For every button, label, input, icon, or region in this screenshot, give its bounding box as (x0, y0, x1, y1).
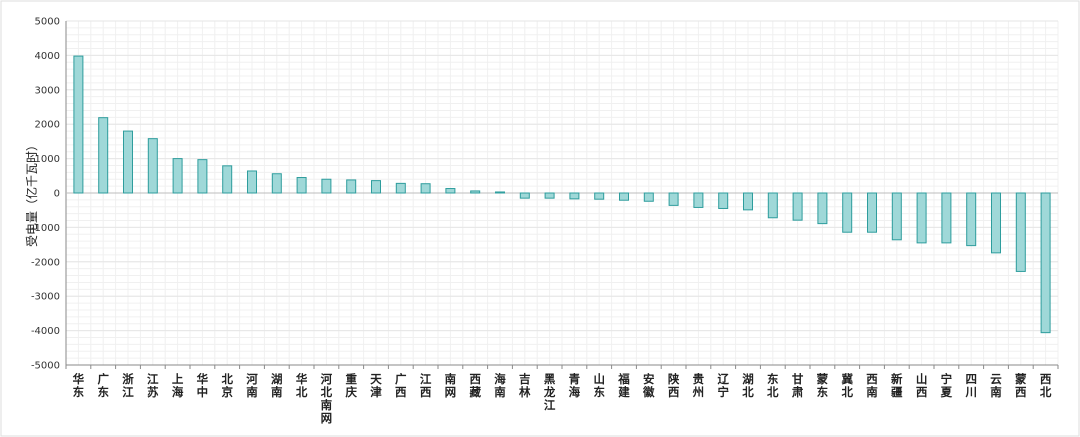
bar (346, 179, 357, 194)
x-category-label: 甘肃 (792, 372, 804, 399)
x-category-label: 河南 (246, 372, 258, 399)
x-category-label: 华北 (296, 372, 308, 399)
x-category-label: 蒙东 (817, 372, 829, 399)
x-category-label: 福建 (617, 372, 630, 399)
bar (395, 182, 406, 194)
bar (271, 173, 282, 194)
y-tick-label: 4000 (35, 51, 60, 62)
x-category-label: 广东 (97, 372, 109, 399)
x-category-label: 湖南 (271, 372, 283, 399)
x-category-label: 辽宁 (717, 372, 729, 399)
y-tick-label: 1000 (35, 154, 60, 165)
bar (569, 192, 580, 200)
x-category-label: 广西 (395, 372, 407, 399)
bar (172, 158, 183, 194)
x-category-label: 西藏 (469, 372, 481, 399)
bar (470, 190, 481, 194)
bar (445, 188, 456, 194)
bar (668, 192, 679, 206)
bar (693, 192, 704, 208)
x-category-label: 安徽 (642, 372, 655, 399)
bar (1040, 192, 1051, 334)
bar (842, 192, 853, 233)
x-category-label: 西北 (1040, 372, 1052, 399)
bar (371, 180, 381, 194)
bar (619, 192, 629, 201)
y-tick-label: -4000 (31, 326, 60, 337)
bar (420, 183, 431, 194)
bar (817, 192, 828, 225)
x-category-label: 冀北 (841, 372, 853, 399)
bar (222, 165, 233, 194)
bar (1015, 192, 1026, 272)
x-category-label: 黑龙江 (543, 372, 556, 412)
bar (147, 138, 158, 194)
bar (916, 192, 927, 244)
y-tick-label: 3000 (35, 85, 60, 96)
bar (73, 55, 84, 194)
bar (867, 192, 877, 233)
x-category-label: 华东 (73, 372, 85, 399)
x-category-label: 贵州 (692, 372, 705, 399)
x-category-label: 湖北 (742, 372, 754, 399)
bar (247, 170, 257, 194)
x-category-label: 江西 (420, 372, 432, 399)
x-category-label: 东北 (767, 372, 779, 399)
bar (891, 192, 902, 241)
bar (544, 192, 555, 199)
bar (197, 159, 208, 194)
bar (123, 130, 133, 194)
bar (718, 192, 729, 209)
x-category-label: 河北南网 (321, 372, 333, 425)
bar (792, 192, 803, 221)
bar (98, 117, 109, 194)
bar (519, 192, 530, 199)
x-category-label: 南网 (445, 372, 457, 399)
bars (73, 55, 1051, 334)
bar (321, 178, 332, 194)
x-category-label: 江苏 (147, 372, 159, 399)
x-category-label: 山西 (916, 372, 928, 399)
x-category-label: 天津 (370, 372, 382, 399)
y-tick-label: -1000 (31, 223, 60, 234)
bar (495, 191, 505, 194)
bar (991, 192, 1001, 254)
x-category-label: 上海 (172, 372, 184, 399)
y-axis-title: 受电量（亿千瓦时） (24, 139, 39, 247)
x-category-label: 海南 (494, 372, 506, 399)
bar (966, 192, 977, 247)
x-category-label: 重庆 (344, 372, 357, 399)
x-category-label: 云南 (990, 372, 1002, 399)
y-tick-label: -3000 (31, 292, 60, 303)
y-tick-labels: 5000 4000 3000 2000 1000 0 -1000 -2000 -3000 -400… (31, 17, 60, 372)
bar (767, 192, 778, 219)
x-category-label: 蒙西 (1015, 372, 1027, 399)
x-category-label: 青海 (569, 372, 581, 399)
y-tick-label: 0 (54, 189, 60, 200)
bar (941, 192, 952, 244)
x-category-label: 新疆 (891, 372, 903, 399)
bar (643, 192, 654, 202)
x-category-label: 吉林 (519, 372, 531, 399)
x-category-label: 宁夏 (941, 372, 953, 399)
x-category-label: 华中 (197, 372, 209, 399)
bar (296, 177, 307, 194)
y-tick-label: 2000 (35, 120, 60, 131)
bar (743, 192, 753, 211)
x-category-label: 浙江 (122, 372, 134, 399)
x-category-label: 四川 (964, 372, 977, 399)
x-category-label: 山东 (593, 372, 605, 399)
x-category-label: 陕西 (668, 372, 680, 399)
x-category-label: 西南 (866, 372, 878, 399)
y-tick-label: -5000 (31, 361, 60, 372)
y-tick-label: -2000 (31, 257, 60, 268)
y-tick-label: 5000 (35, 17, 60, 28)
bar (594, 192, 605, 200)
x-category-label: 北京 (221, 372, 233, 399)
